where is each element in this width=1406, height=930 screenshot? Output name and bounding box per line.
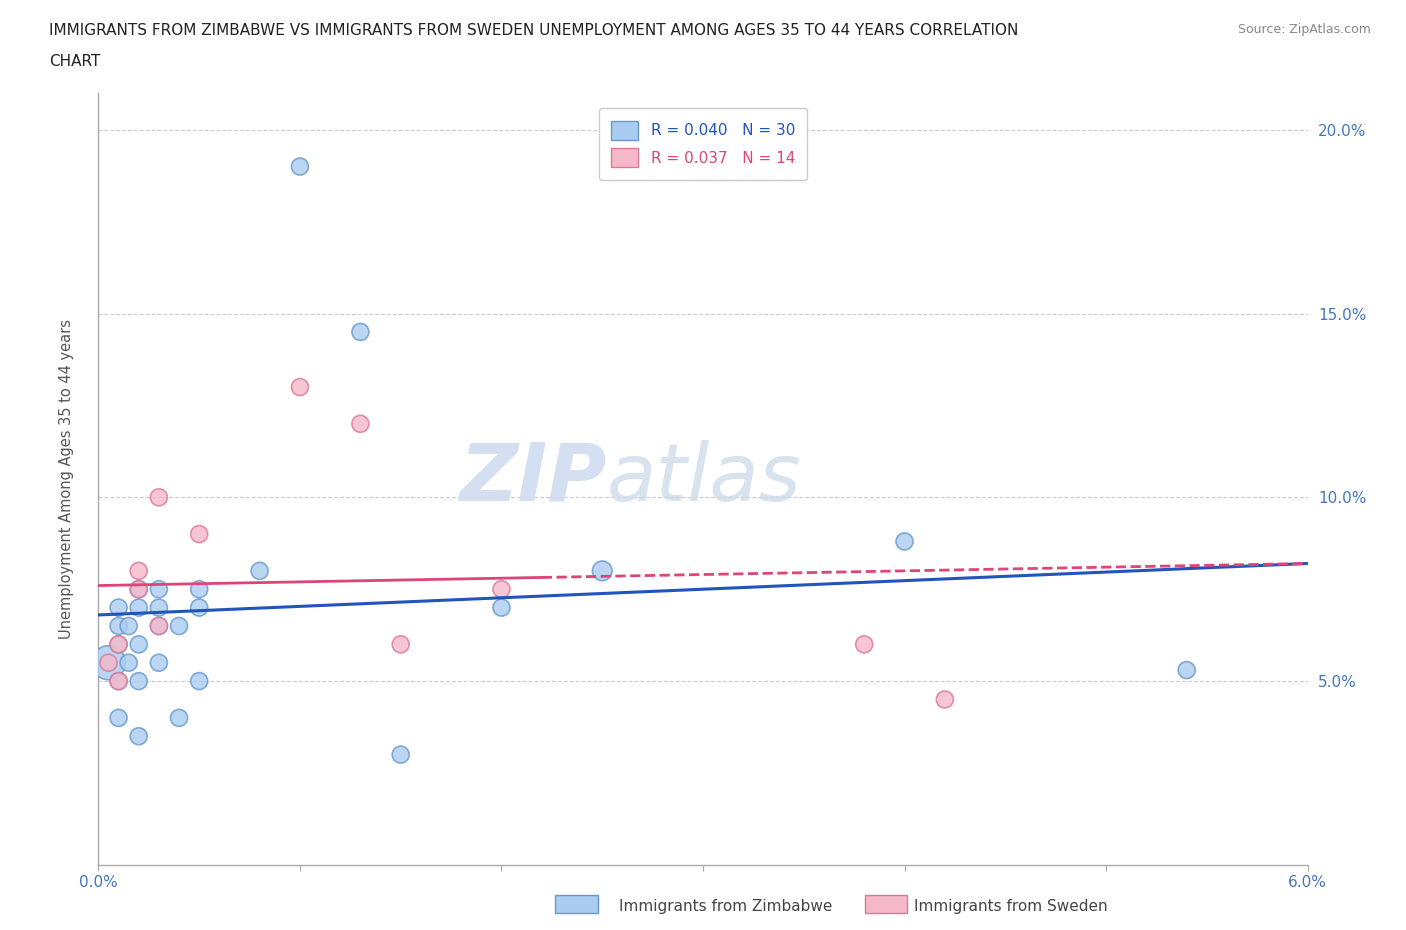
Point (148, 618, 170, 633)
Point (107, 618, 129, 633)
Point (128, 729, 150, 744)
Point (188, 526, 211, 541)
Point (107, 637, 129, 652)
Point (128, 673, 150, 688)
Point (97, 656, 120, 671)
Point (107, 673, 129, 688)
Point (128, 582, 150, 597)
Point (118, 618, 141, 633)
Bar (865, 895, 907, 913)
Point (389, 637, 412, 652)
Point (491, 582, 513, 597)
Point (188, 582, 211, 597)
Point (148, 600, 170, 615)
Point (148, 656, 170, 671)
Point (167, 711, 190, 725)
Point (167, 618, 190, 633)
Text: Immigrants from Sweden: Immigrants from Sweden (914, 899, 1108, 914)
Text: CHART: CHART (49, 54, 101, 69)
Point (288, 379, 311, 394)
Point (148, 618, 170, 633)
Point (107, 673, 129, 688)
Point (107, 637, 129, 652)
Text: IMMIGRANTS FROM ZIMBABWE VS IMMIGRANTS FROM SWEDEN UNEMPLOYMENT AMONG AGES 35 TO: IMMIGRANTS FROM ZIMBABWE VS IMMIGRANTS F… (49, 23, 1018, 38)
Point (148, 490, 170, 505)
Text: atlas: atlas (606, 440, 801, 518)
Point (128, 564, 150, 578)
Point (288, 159, 311, 174)
Point (128, 637, 150, 652)
Point (934, 692, 956, 707)
Point (188, 673, 211, 688)
Point (148, 582, 170, 597)
Point (853, 637, 876, 652)
Point (249, 564, 271, 578)
Point (107, 600, 129, 615)
Text: Source: ZipAtlas.com: Source: ZipAtlas.com (1237, 23, 1371, 36)
Point (591, 564, 613, 578)
Point (128, 600, 150, 615)
Point (349, 417, 371, 432)
Text: ZIP: ZIP (458, 440, 606, 518)
Point (128, 582, 150, 597)
Point (893, 534, 915, 549)
Point (107, 711, 129, 725)
Point (1175, 663, 1198, 678)
Point (491, 600, 513, 615)
Point (389, 747, 412, 762)
Text: Immigrants from Zimbabwe: Immigrants from Zimbabwe (619, 899, 832, 914)
Y-axis label: Unemployment Among Ages 35 to 44 years: Unemployment Among Ages 35 to 44 years (59, 319, 75, 639)
Point (188, 600, 211, 615)
Point (349, 325, 371, 339)
Point (97, 656, 120, 671)
Bar (555, 895, 598, 913)
Legend: R = 0.040   N = 30, R = 0.037   N = 14: R = 0.040 N = 30, R = 0.037 N = 14 (599, 109, 807, 179)
Point (118, 656, 141, 671)
